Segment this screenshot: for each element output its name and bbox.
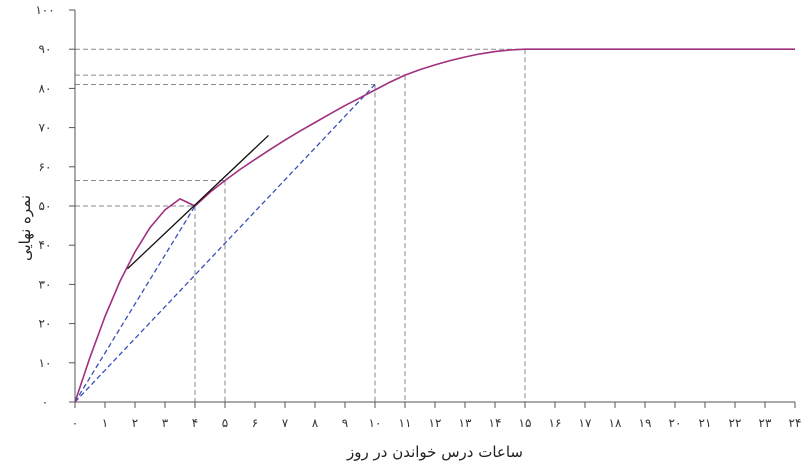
x-tick-label-11: ۱۱ — [399, 416, 412, 430]
y-tick-label-3: ۳۰ — [39, 277, 52, 291]
x-tick-label-15: ۱۵ — [519, 416, 532, 430]
x-axis-title: ساعات درس خواندن در روز — [346, 443, 523, 461]
secant-line-1 — [74, 84, 376, 403]
y-tick-label-7: ۷۰ — [39, 121, 52, 135]
x-tick-label-17: ۱۷ — [579, 416, 592, 430]
x-tick-label-10: ۱۰ — [369, 416, 382, 430]
y-tick-label-6: ۶۰ — [39, 160, 52, 174]
x-tick-label-20: ۲۰ — [669, 416, 682, 430]
y-tick-label-2: ۲۰ — [39, 317, 52, 331]
x-tick-label-23: ۲۳ — [759, 416, 772, 430]
y-tick-label-9: ۹۰ — [39, 42, 52, 56]
y-tick-label-8: ۸۰ — [39, 81, 52, 95]
x-tick-label-0: ۰ — [72, 416, 78, 430]
score-curve — [74, 48, 795, 403]
y-axis-title: نمره نهایی — [16, 195, 34, 261]
x-tick-label-5: ۵ — [222, 416, 228, 430]
tick-marks — [69, 9, 796, 408]
x-tick-label-3: ۳ — [162, 416, 169, 430]
secant-line-0 — [74, 205, 196, 403]
x-tick-label-6: ۶ — [252, 416, 258, 430]
x-tick-label-2: ۲ — [132, 416, 138, 430]
x-tick-label-7: ۷ — [282, 416, 289, 430]
score-curve-layer — [74, 48, 795, 403]
y-tick-label-0: ۰ — [42, 395, 48, 409]
tick-labels: ۰ ۱ ۲ ۳ ۴ ۵ ۶ ۷ ۸ ۹ ۱۰ ۱۱ ۱۲ ۱۳ ۱۴ ۱۵ ۱۶ ۱۷ ۱۸ ۱۹ ۲۰ ۲۱ ۲۲ ۲۳ ۲۴… — [35, 3, 801, 430]
x-tick-label-1: ۱ — [102, 416, 108, 430]
x-tick-label-24: ۲۴ — [789, 416, 802, 430]
x-tick-label-16: ۱۶ — [549, 416, 562, 430]
y-tick-label-10: ۱۰۰ — [35, 3, 54, 17]
secant-lines — [74, 84, 376, 403]
y-tick-label-4: ۴۰ — [39, 238, 52, 252]
y-tick-label-5: ۵۰ — [39, 199, 52, 213]
y-tick-label-1: ۱۰ — [39, 356, 52, 370]
x-tick-label-21: ۲۱ — [699, 416, 712, 430]
x-tick-label-18: ۱۸ — [609, 416, 622, 430]
x-tick-label-13: ۱۳ — [459, 416, 472, 430]
x-tick-label-12: ۱۲ — [429, 416, 442, 430]
tangent-line — [127, 134, 269, 270]
x-tick-label-14: ۱۴ — [489, 416, 502, 430]
x-tick-label-4: ۴ — [192, 416, 198, 430]
tangent-line-layer — [127, 134, 269, 270]
x-tick-label-8: ۸ — [312, 416, 319, 430]
x-tick-label-22: ۲۲ — [729, 416, 742, 430]
reference-lines — [75, 48, 795, 402]
x-tick-label-19: ۱۹ — [639, 416, 652, 430]
x-tick-label-9: ۹ — [342, 416, 348, 430]
